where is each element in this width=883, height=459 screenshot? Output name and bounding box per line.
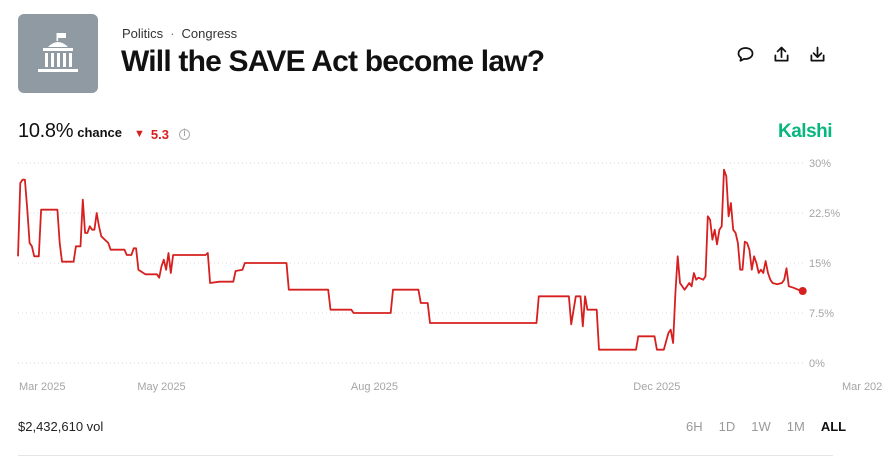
chance-value: 10.8% bbox=[18, 120, 74, 142]
range-1w[interactable]: 1W bbox=[751, 419, 771, 434]
price-line bbox=[17, 168, 803, 351]
share-icon[interactable] bbox=[771, 44, 792, 65]
y-tick-label: 0% bbox=[809, 358, 825, 370]
y-tick-label: 15% bbox=[809, 258, 831, 270]
down-arrow-icon: ▼ bbox=[134, 128, 145, 140]
market-thumbnail bbox=[18, 14, 98, 93]
y-tick-label: 7.5% bbox=[809, 308, 834, 320]
probability-summary: 10.8% chance ▼ 5.3 i bbox=[18, 120, 190, 143]
page-title: Will the SAVE Act become law? bbox=[121, 45, 545, 78]
y-tick-label: 22.5% bbox=[809, 208, 840, 220]
volume-label: $2,432,610 vol bbox=[18, 419, 104, 434]
chance-label: chance bbox=[77, 125, 123, 140]
download-icon[interactable] bbox=[807, 44, 828, 65]
x-tick-label: Dec 2025 bbox=[633, 381, 680, 393]
change-value: 5.3 bbox=[150, 126, 169, 142]
y-tick-label: 30% bbox=[809, 158, 831, 170]
divider bbox=[18, 455, 833, 456]
x-tick-label: Mar 2025 bbox=[19, 381, 65, 393]
range-6h[interactable]: 6H bbox=[686, 419, 703, 434]
chart-grid bbox=[18, 162, 805, 364]
change-badge: ▼ 5.3 bbox=[134, 127, 169, 142]
breadcrumb-separator: · bbox=[170, 26, 175, 41]
y-axis-labels: 30% 22.5% 15% 7.5% 0% bbox=[809, 158, 840, 370]
x-tick-label: May 2025 bbox=[137, 381, 185, 393]
info-icon[interactable]: i bbox=[179, 128, 190, 140]
price-chart[interactable]: 30% 22.5% 15% 7.5% 0% Mar 2025 May 2025 Aug 20… bbox=[0, 150, 883, 400]
breadcrumb-politics[interactable]: Politics bbox=[122, 26, 164, 41]
kalshi-logo[interactable]: Kalshi bbox=[778, 121, 833, 142]
action-bar bbox=[735, 44, 828, 65]
current-price-marker bbox=[798, 287, 807, 295]
x-tick-label: Mar 2026 bbox=[842, 381, 883, 393]
range-1m[interactable]: 1M bbox=[786, 419, 805, 434]
range-all[interactable]: ALL bbox=[820, 419, 847, 434]
time-range-selector: 6H 1D 1W 1M ALL bbox=[686, 419, 846, 434]
x-axis-labels: Mar 2025 May 2025 Aug 2025 Dec 2025 Mar 2026 bbox=[19, 381, 883, 393]
capitol-building-icon bbox=[38, 33, 78, 72]
comment-icon[interactable] bbox=[735, 44, 756, 65]
x-tick-label: Aug 2025 bbox=[351, 381, 398, 393]
range-1d[interactable]: 1D bbox=[718, 419, 736, 434]
breadcrumb: Politics · Congress bbox=[122, 26, 237, 41]
breadcrumb-congress[interactable]: Congress bbox=[181, 26, 238, 41]
